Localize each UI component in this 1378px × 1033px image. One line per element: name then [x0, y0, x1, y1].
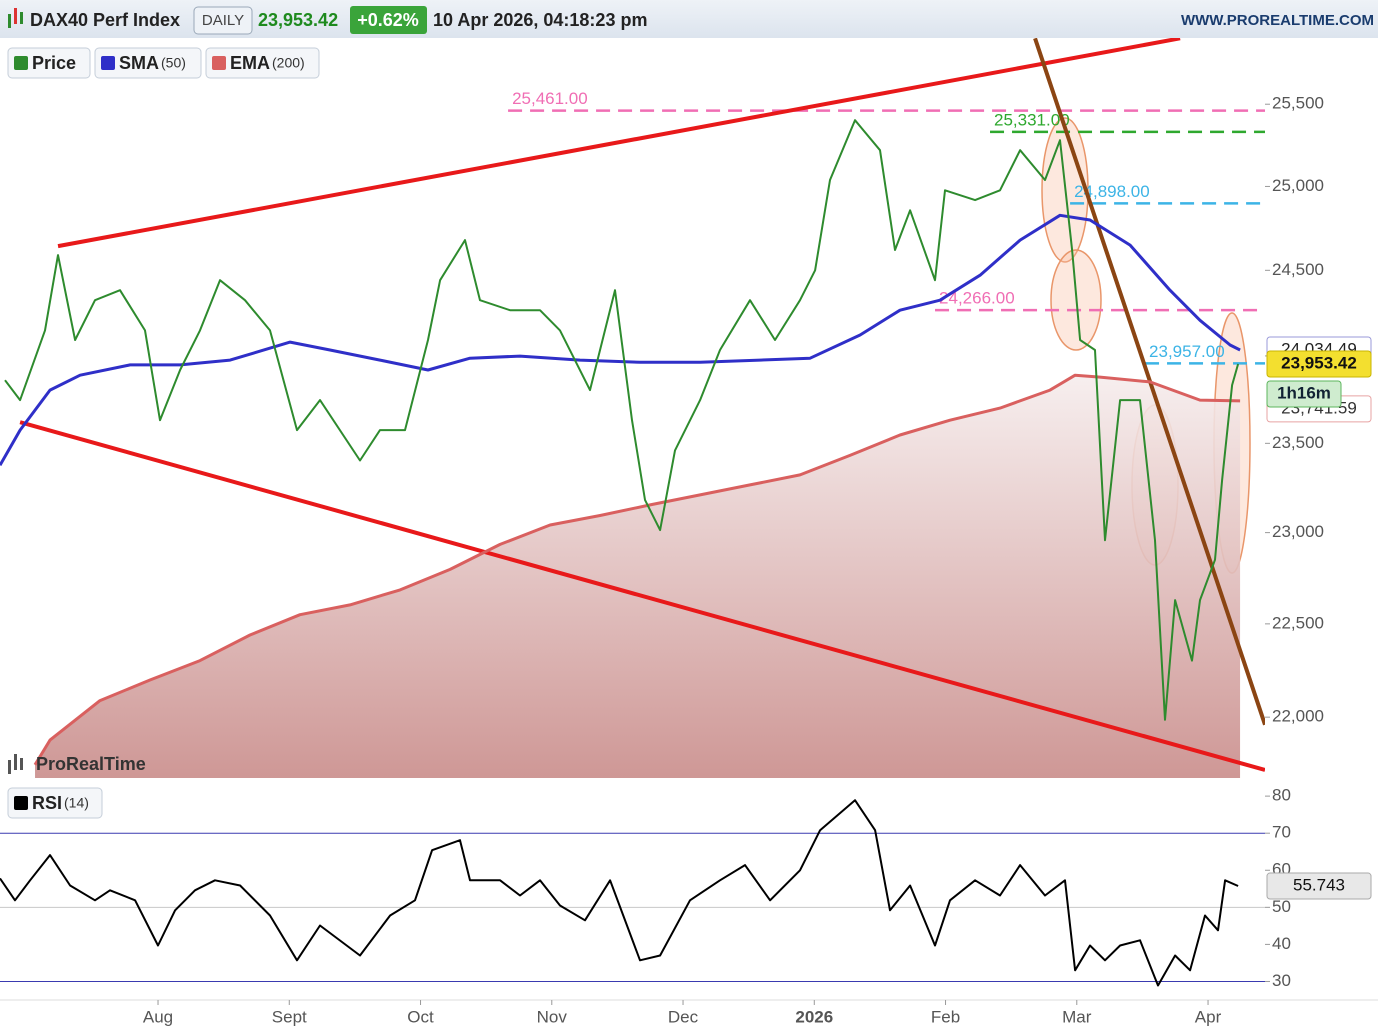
- x-tick-label: Mar: [1062, 1007, 1092, 1026]
- legend-swatch: [14, 796, 28, 810]
- y-tick-label: 40: [1272, 934, 1291, 953]
- level-label: 23,957.00: [1149, 342, 1225, 361]
- y-tick-label: 25,000: [1272, 176, 1324, 195]
- x-tick-label: Oct: [407, 1007, 434, 1026]
- app-icon: [8, 8, 23, 28]
- x-tick-label: Apr: [1195, 1007, 1222, 1026]
- x-tick-label: 2026: [795, 1007, 833, 1026]
- change: +0.62%: [357, 10, 419, 30]
- y-tick-label: 23,500: [1272, 433, 1324, 452]
- interval-box[interactable]: [193, 6, 253, 35]
- level-label: 24,898.00: [1074, 182, 1150, 201]
- price-panel: 25,461.00 25,331.00 24,898.00 24,266.00 23,9…: [0, 38, 1265, 778]
- y-tick-label: 22,500: [1272, 613, 1324, 632]
- instrument-title: DAX40 Perf Index: [30, 10, 180, 30]
- change-box: [350, 6, 427, 34]
- countdown-box: [1266, 380, 1342, 408]
- value-badge: [1266, 350, 1372, 378]
- legend-box[interactable]: [7, 787, 103, 819]
- y-tick-label: 80: [1272, 786, 1291, 805]
- y-tick-label: 23,000: [1272, 522, 1324, 541]
- trendline: [57, 38, 1181, 249]
- x-tick-label: Dec: [668, 1007, 699, 1026]
- trendline: [19, 420, 1265, 772]
- watermark: ProRealTime: [36, 754, 146, 774]
- y-tick-label: 25,500: [1272, 94, 1324, 113]
- rsi-panel: [0, 799, 1265, 987]
- series-line: [4, 119, 1240, 721]
- level-label: 25,461.00: [512, 89, 588, 108]
- interval[interactable]: DAILY: [202, 12, 244, 29]
- legend-name: EMA: [230, 53, 270, 73]
- legend-param: (14): [64, 795, 89, 811]
- y-tick-label: 24,500: [1272, 260, 1324, 279]
- legend-swatch: [101, 56, 115, 70]
- legend-swatch: [212, 56, 226, 70]
- value-badge-label: 55.743: [1293, 876, 1345, 895]
- ema-area: [35, 375, 1241, 778]
- y-tick-label: 30: [1272, 971, 1291, 990]
- legend-name: SMA: [119, 53, 159, 73]
- y-tick-label: 50: [1272, 897, 1291, 916]
- datetime: 10 Apr 2026, 04:18:23 pm: [433, 10, 647, 30]
- source: WWW.PROREALTIME.COM: [1181, 12, 1374, 29]
- series-line: [33, 373, 1241, 766]
- legend-swatch: [14, 56, 28, 70]
- x-tick-label: Feb: [931, 1007, 960, 1026]
- series-line: [0, 799, 1239, 987]
- series-line: [0, 213, 1241, 467]
- legend-param: (50): [161, 55, 186, 71]
- x-tick-label: Sept: [272, 1007, 307, 1026]
- y-tick-label: 70: [1272, 823, 1291, 842]
- y-tick-label: 22,000: [1272, 707, 1324, 726]
- level-label: 25,331.00: [994, 110, 1070, 129]
- x-tick-label: Aug: [143, 1007, 173, 1026]
- x-tick-label: Nov: [537, 1007, 568, 1026]
- legend-name: RSI: [32, 793, 62, 813]
- level-label: 24,266.00: [939, 289, 1015, 308]
- panel-gap: [0, 778, 1265, 785]
- last-price: 23,953.42: [258, 10, 338, 30]
- legend-param: (200): [272, 55, 305, 71]
- legend-name: Price: [32, 53, 76, 73]
- countdown: 1h16m: [1277, 383, 1331, 402]
- legend-box[interactable]: [94, 47, 202, 79]
- value-badge-label: 23,953.42: [1281, 353, 1357, 372]
- value-badge: [1266, 872, 1372, 900]
- watermark-icon: [8, 754, 23, 774]
- legend-box[interactable]: [205, 47, 320, 79]
- legend-box[interactable]: [7, 47, 91, 79]
